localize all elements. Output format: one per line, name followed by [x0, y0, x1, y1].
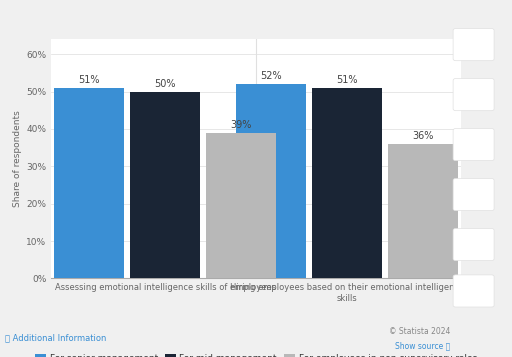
Legend: For senior management, For mid management, For employees in non-supervisory role: For senior management, For mid managemen… — [32, 350, 480, 357]
Text: 51%: 51% — [336, 75, 357, 85]
Bar — [236, 84, 306, 278]
Text: Show source ⓘ: Show source ⓘ — [395, 341, 451, 350]
Bar — [130, 92, 200, 278]
Text: 50%: 50% — [155, 79, 176, 89]
Text: © Statista 2024: © Statista 2024 — [389, 327, 451, 336]
Text: 51%: 51% — [78, 75, 100, 85]
Text: ⓘ Additional Information: ⓘ Additional Information — [5, 334, 106, 343]
Text: 36%: 36% — [412, 131, 434, 141]
Y-axis label: Share of respondents: Share of respondents — [13, 110, 22, 207]
Text: 39%: 39% — [230, 120, 252, 130]
Bar — [206, 133, 276, 278]
Bar — [388, 144, 458, 278]
Bar — [54, 88, 124, 278]
Text: 52%: 52% — [260, 71, 282, 81]
Bar — [312, 88, 382, 278]
